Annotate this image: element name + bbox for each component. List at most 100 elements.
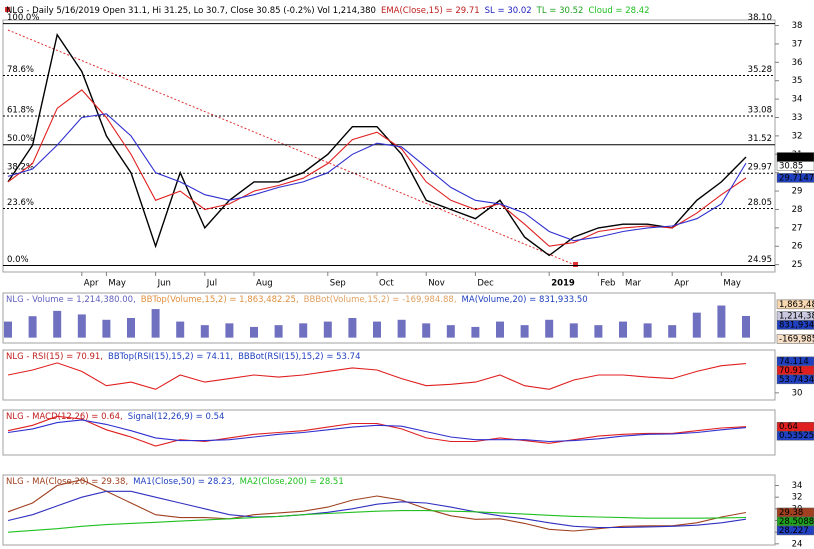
x-tick-label: Feb [600, 279, 615, 289]
volume-bar [274, 325, 283, 338]
volume-bar [619, 321, 627, 338]
value-label: 1,214,38 [779, 311, 814, 321]
fib-label: 23.6% [7, 198, 34, 208]
panel-frame [2, 19, 776, 273]
value-label: 0.53525 [779, 431, 814, 441]
value-label: 28.5088 [779, 517, 814, 527]
volume-bar [176, 321, 185, 338]
volume-bar [422, 323, 431, 338]
panel-frame [2, 349, 776, 401]
volume-bar [250, 326, 258, 338]
y-tick-label: 25 [792, 260, 803, 270]
value-label: 53.7434 [779, 375, 814, 385]
trend-marker [573, 262, 578, 267]
header-part: NLG - Volume = 1,214,380.00, [6, 295, 136, 305]
value-label: 28.227 [779, 526, 809, 536]
y-tick-label: 34 [792, 481, 803, 491]
value-label-box [776, 334, 814, 344]
y-tick-label: 37 [792, 39, 803, 49]
value-label-box [776, 161, 814, 171]
volume-bar [28, 316, 37, 338]
value-label-box [776, 320, 814, 330]
x-tick-label: Jul [206, 279, 217, 289]
volume-bar [299, 323, 308, 338]
panel-header: NLG - Daily 5/16/2019 Open 31.1, Hi 31.2… [6, 6, 650, 16]
fib-value-label: 31.52 [748, 134, 772, 144]
volume-bar [545, 319, 554, 338]
panel-header: NLG - MA(Close,20) = 29.38, MA1(Close,50)… [6, 477, 344, 487]
header-part: MA2(Close,200) = 28.51 [240, 477, 344, 487]
x-tick-label: Sep [330, 279, 346, 289]
volume-bar [53, 310, 62, 338]
y-tick-label: 27 [792, 223, 803, 233]
x-tick-label: Oct [379, 279, 394, 289]
fib-value-label: 35.28 [748, 65, 772, 75]
x-tick-label: May [108, 279, 126, 289]
value-label: -169,985 [779, 335, 814, 345]
fib-value-label: 33.08 [748, 106, 772, 116]
header-part: NLG - MACD(12,26) = 0.64, [6, 412, 123, 422]
x-tick-label: May [723, 279, 741, 289]
panel-frame [2, 409, 776, 456]
value-label-box [776, 525, 814, 536]
value-label: 29.38 [779, 508, 803, 518]
series-line [7, 419, 747, 443]
series-line [7, 490, 747, 529]
value-label-box [776, 173, 814, 183]
volume-bar [397, 319, 406, 338]
header-part: MA(Volume,20) = 831,933.50 [462, 295, 588, 305]
fib-value-label: 28.05 [748, 198, 772, 208]
y-tick-label: 32 [792, 493, 803, 503]
y-tick-label: 36 [792, 58, 803, 68]
value-label: 74.114 [779, 357, 809, 367]
value-label: 30.85 [779, 153, 803, 163]
volume-bar [496, 321, 504, 338]
volume-bar [151, 309, 160, 338]
series-line [7, 479, 747, 532]
header-part: NLG - MA(Close,20) = 29.38, [6, 477, 128, 487]
header-part: BBBot(RSI(15),15,2) = 53.74 [238, 352, 360, 362]
y-tick-label: 29 [792, 187, 803, 197]
header-part: TL = 30.52 [536, 6, 584, 16]
y-tick-label: 24 [792, 539, 803, 549]
fib-value-label: 29.97 [748, 163, 772, 173]
panel-header: NLG - MACD(12,26) = 0.64, Signal(12,26,9)… [6, 412, 224, 422]
y-tick-label: 33 [792, 113, 803, 123]
value-label: 1,863,48 [779, 300, 814, 310]
volume-bar [102, 319, 111, 338]
y-tick-label: 38 [792, 21, 803, 31]
x-tick-label: Aug [256, 279, 273, 289]
series-line [7, 415, 747, 447]
value-label: 30.85 [779, 162, 803, 172]
y-tick-label: 34 [792, 95, 803, 105]
volume-bar [225, 323, 234, 338]
volume-bar [471, 326, 480, 338]
volume-bar [717, 305, 726, 338]
value-label: 29.7147 [779, 173, 814, 183]
volume-bar [348, 318, 357, 338]
header-part: MA1(Close,50) = 28.23, [133, 477, 234, 487]
volume-bar [127, 318, 135, 338]
y-tick-label: 35 [792, 76, 803, 86]
volume-bar [569, 323, 578, 338]
value-label-box [776, 374, 814, 385]
fib-label: 100.0% [7, 13, 39, 23]
fib-label: 50.0% [7, 134, 34, 144]
header-part: NLG - RSI(15) = 70.91, [6, 352, 103, 362]
trend-marker [5, 7, 10, 12]
panel-header: NLG - Volume = 1,214,380.00, BBTop(Volume… [6, 295, 588, 305]
y-tick-label: 26 [792, 242, 803, 252]
header-part: Signal(12,26,9) = 0.54 [128, 412, 225, 422]
volume-bar [4, 321, 12, 338]
panel-header: NLG - RSI(15) = 70.91, BBTop(RSI(15),15,2… [6, 352, 360, 362]
x-tick-label: 2019 [551, 279, 575, 289]
fib-label: 78.6% [7, 65, 34, 75]
volume-bar [668, 325, 677, 338]
value-label-box [776, 299, 814, 310]
panels [2, 19, 776, 546]
fib-label: 0.0% [7, 255, 29, 265]
volume-bar [446, 325, 455, 338]
marks: NLG - Daily 5/16/2019 Open 31.1, Hi 31.2… [3, 6, 814, 549]
value-label: 70.91 [779, 366, 803, 376]
